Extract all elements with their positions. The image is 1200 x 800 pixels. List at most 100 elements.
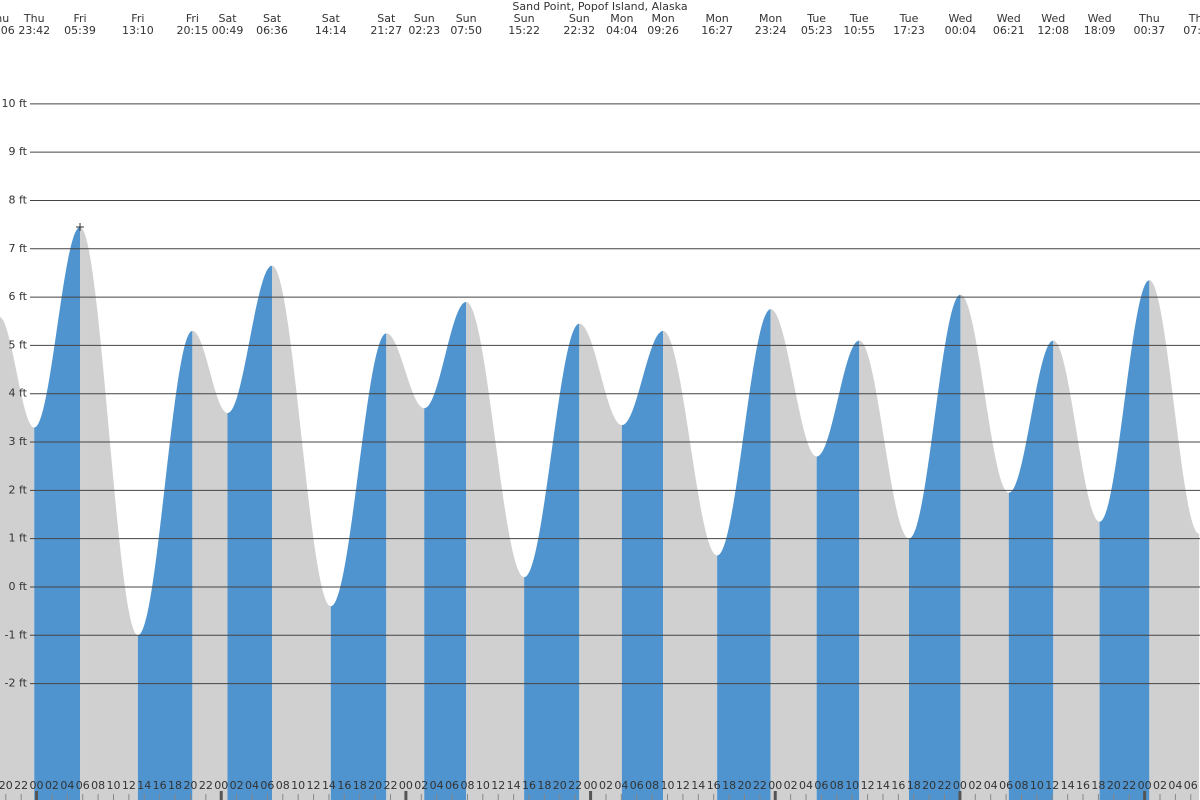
extreme-time: 22:32 bbox=[563, 24, 595, 37]
x-tick-label: 22 bbox=[1122, 779, 1136, 792]
falling-tide-area bbox=[1053, 340, 1100, 800]
x-tick-label: 16 bbox=[891, 779, 905, 792]
rising-tide-area bbox=[137, 330, 193, 800]
x-tick-label: 14 bbox=[137, 779, 151, 792]
x-tick-label: 06 bbox=[630, 779, 644, 792]
extreme-day: Fri bbox=[131, 12, 144, 25]
x-tick-label: 00 bbox=[768, 779, 782, 792]
x-tick-label: 08 bbox=[830, 779, 844, 792]
x-tick-label: 20 bbox=[368, 779, 382, 792]
extreme-day: Thu bbox=[1188, 12, 1200, 25]
extreme-day: Thu bbox=[1138, 12, 1160, 25]
x-tick-label: 14 bbox=[1061, 779, 1075, 792]
rising-tide-area bbox=[34, 227, 81, 800]
x-tick-label: 20 bbox=[922, 779, 936, 792]
x-tick-label: 10 bbox=[845, 779, 859, 792]
falling-tide-area bbox=[80, 227, 138, 800]
extreme-time: 18:09 bbox=[1084, 24, 1116, 37]
x-tick-label: 20 bbox=[553, 779, 567, 792]
extreme-time: 02:23 bbox=[408, 24, 440, 37]
extreme-time: 23:24 bbox=[755, 24, 787, 37]
max-marker bbox=[76, 223, 85, 232]
extreme-day: Sun bbox=[569, 12, 590, 25]
falling-tide-area bbox=[0, 316, 35, 800]
y-tick-label: -1 ft bbox=[5, 628, 28, 641]
falling-tide-area bbox=[859, 340, 910, 800]
x-tick-label: 12 bbox=[676, 779, 690, 792]
x-tick-label: 14 bbox=[507, 779, 521, 792]
falling-tide-area bbox=[272, 265, 331, 800]
extreme-day: Sat bbox=[218, 12, 237, 25]
extreme-day: Sat bbox=[263, 12, 282, 25]
x-tick-label: 22 bbox=[199, 779, 213, 792]
extreme-time: 16:27 bbox=[701, 24, 733, 37]
extreme-day: Sun bbox=[514, 12, 535, 25]
x-tick-label: 16 bbox=[522, 779, 536, 792]
extreme-time: 23:42 bbox=[18, 24, 50, 37]
x-tick-label: 22 bbox=[753, 779, 767, 792]
x-tick-label: 18 bbox=[1091, 779, 1105, 792]
x-tick-label: 02 bbox=[230, 779, 244, 792]
x-tick-label: 22 bbox=[384, 779, 398, 792]
x-tick-label: 10 bbox=[661, 779, 675, 792]
x-tick-label: 08 bbox=[645, 779, 659, 792]
x-tick-label: 16 bbox=[153, 779, 167, 792]
extreme-day: Thu bbox=[23, 12, 45, 25]
x-tick-label: 06 bbox=[260, 779, 274, 792]
y-tick-label: 4 ft bbox=[9, 387, 28, 400]
extreme-day: Fri bbox=[73, 12, 86, 25]
x-tick-label: 20 bbox=[0, 779, 13, 792]
x-tick-label: 10 bbox=[476, 779, 490, 792]
extreme-time: 00:04 bbox=[945, 24, 977, 37]
extreme-time: 14:14 bbox=[315, 24, 347, 37]
extreme-day: Sat bbox=[377, 12, 396, 25]
x-tick-label: 20 bbox=[1107, 779, 1121, 792]
rising-tide-area bbox=[816, 340, 860, 800]
chart-title: Sand Point, Popof Island, Alaska bbox=[512, 0, 687, 13]
extreme-time: 06:36 bbox=[256, 24, 288, 37]
x-tick-label: 14 bbox=[691, 779, 705, 792]
y-tick-label: 1 ft bbox=[9, 532, 28, 545]
rising-tide-area bbox=[621, 330, 664, 800]
x-tick-label: 02 bbox=[1153, 779, 1167, 792]
x-tick-label: 00 bbox=[584, 779, 598, 792]
x-tick-label: 06 bbox=[76, 779, 90, 792]
extreme-time: 06:21 bbox=[993, 24, 1025, 37]
extreme-time: 07:50 bbox=[450, 24, 482, 37]
rising-tide-area bbox=[424, 301, 467, 800]
extreme-day: Wed bbox=[948, 12, 972, 25]
x-tick-label: 00 bbox=[30, 779, 44, 792]
x-tick-label: 10 bbox=[1030, 779, 1044, 792]
x-tick-label: 06 bbox=[1184, 779, 1198, 792]
y-tick-label: -2 ft bbox=[5, 677, 28, 690]
extreme-day: Sun bbox=[414, 12, 435, 25]
falling-tide-area bbox=[579, 323, 622, 800]
extreme-time: 12:08 bbox=[1037, 24, 1069, 37]
x-tick-label: 06 bbox=[814, 779, 828, 792]
x-tick-label: 04 bbox=[799, 779, 813, 792]
y-tick-label: 9 ft bbox=[9, 145, 28, 158]
extreme-time: 05:39 bbox=[64, 24, 96, 37]
x-tick-label: 12 bbox=[307, 779, 321, 792]
extreme-day: Fri bbox=[186, 12, 199, 25]
extreme-time: 00:37 bbox=[1133, 24, 1165, 37]
extreme-time: 07:05 bbox=[1183, 24, 1200, 37]
rising-tide-area bbox=[909, 294, 961, 800]
x-tick-label: 02 bbox=[414, 779, 428, 792]
extreme-time: 10:55 bbox=[843, 24, 875, 37]
x-tick-label: 04 bbox=[430, 779, 444, 792]
x-tick-label: 18 bbox=[168, 779, 182, 792]
x-tick-label: 12 bbox=[491, 779, 505, 792]
x-tick-label: 04 bbox=[1168, 779, 1182, 792]
x-tick-label: 08 bbox=[91, 779, 105, 792]
extreme-day: Sun bbox=[456, 12, 477, 25]
x-tick-label: 12 bbox=[122, 779, 136, 792]
extreme-day: Mon bbox=[706, 12, 729, 25]
extreme-day: Mon bbox=[652, 12, 675, 25]
x-tick-label: 22 bbox=[568, 779, 582, 792]
extreme-day: Sat bbox=[322, 12, 341, 25]
extreme-time: 15:22 bbox=[508, 24, 540, 37]
x-tick-label: 04 bbox=[984, 779, 998, 792]
x-tick-label: 18 bbox=[537, 779, 551, 792]
extreme-time: 19:06 bbox=[0, 24, 15, 37]
